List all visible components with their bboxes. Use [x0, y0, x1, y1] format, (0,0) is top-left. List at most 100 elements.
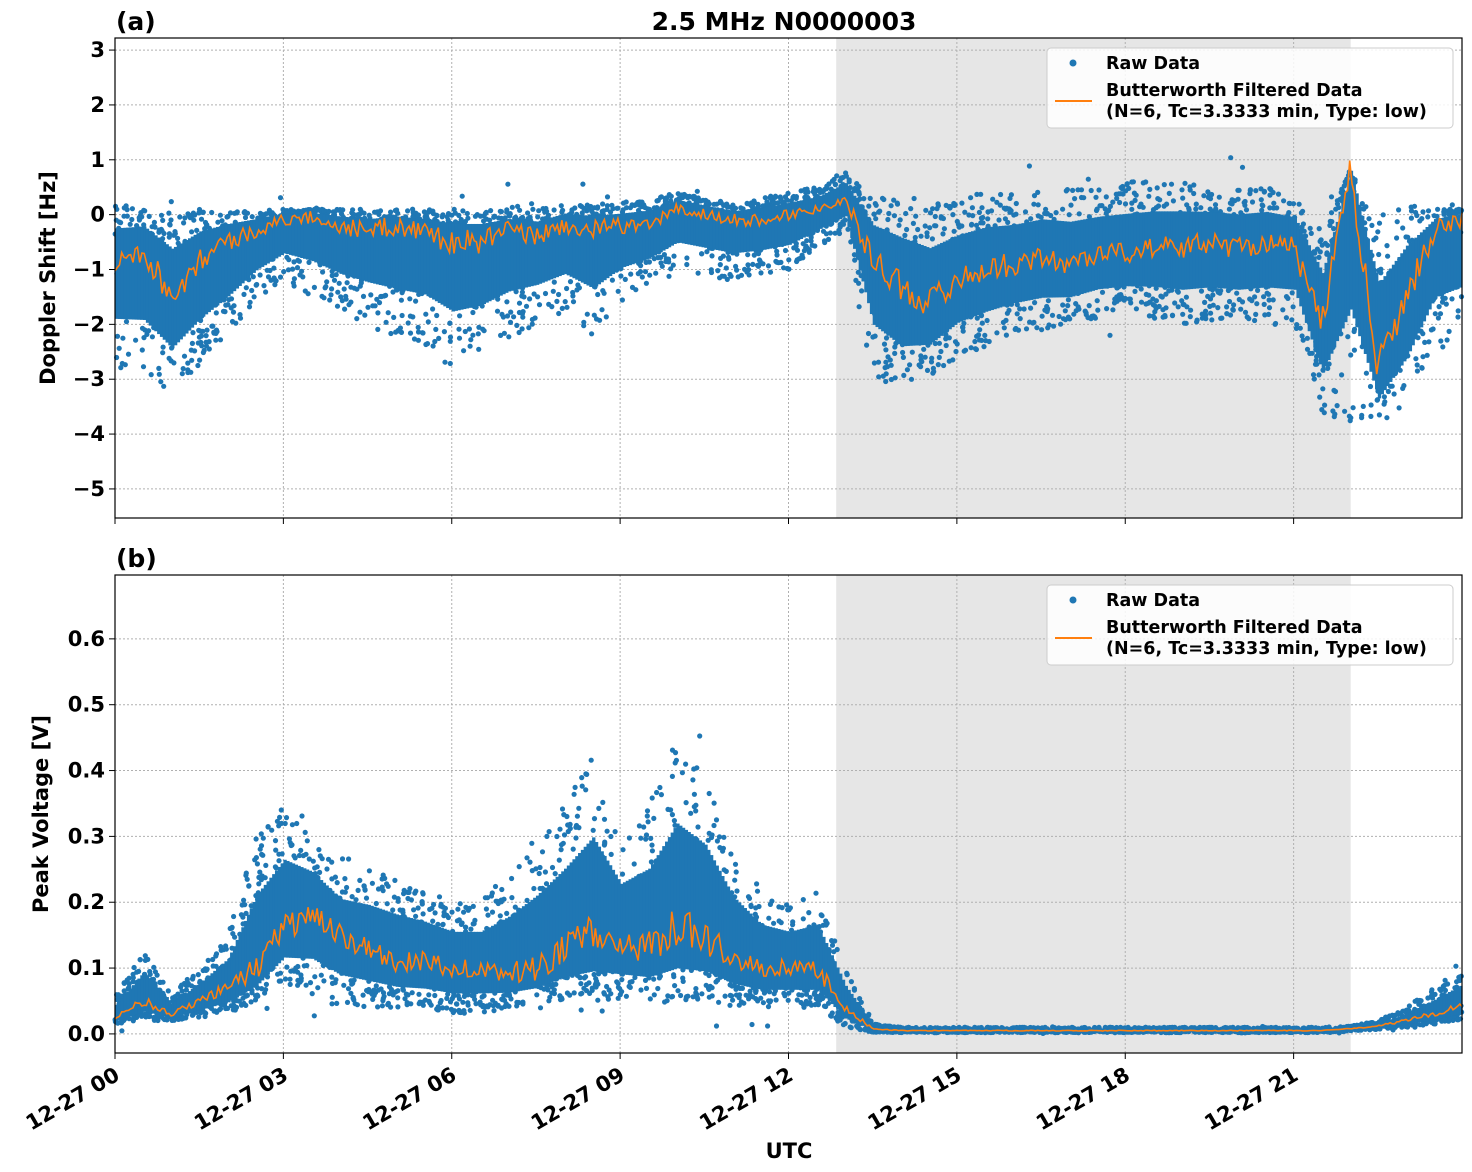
raw-point — [749, 1021, 755, 1028]
raw-point — [189, 229, 195, 235]
raw-point — [1138, 299, 1145, 305]
raw-point — [1209, 317, 1215, 323]
raw-point — [195, 362, 201, 369]
raw-point — [655, 255, 661, 261]
raw-point — [388, 330, 394, 337]
raw-point — [372, 209, 378, 215]
raw-point — [1034, 325, 1040, 331]
raw-point — [1004, 205, 1010, 211]
raw-point — [633, 202, 639, 208]
raw-point — [1318, 237, 1324, 243]
raw-point — [927, 210, 934, 216]
raw-point — [1182, 180, 1188, 186]
raw-point — [959, 200, 965, 206]
raw-point — [519, 311, 526, 317]
raw-point — [1293, 325, 1299, 331]
raw-point — [859, 288, 865, 294]
raw-point — [1104, 306, 1110, 312]
raw-point — [556, 310, 562, 317]
raw-point — [1297, 325, 1303, 331]
raw-point — [542, 209, 548, 215]
figure-title: 2.5 MHz N0000003 — [652, 7, 917, 36]
raw-point — [804, 186, 810, 192]
raw-point — [1216, 194, 1222, 200]
raw-point — [576, 805, 582, 811]
raw-point — [1094, 298, 1100, 304]
raw-point — [304, 962, 310, 969]
raw-point — [1439, 299, 1446, 305]
raw-point — [960, 328, 966, 334]
raw-point — [206, 346, 212, 352]
raw-point — [1368, 402, 1374, 408]
raw-point — [1193, 206, 1199, 212]
raw-point — [1119, 294, 1125, 300]
raw-point — [346, 856, 352, 862]
raw-point — [1181, 320, 1187, 326]
raw-point — [871, 360, 878, 366]
raw-point — [142, 327, 148, 333]
raw-point — [690, 193, 697, 199]
raw-point — [1261, 294, 1267, 300]
raw-point — [1414, 362, 1420, 368]
raw-point — [470, 309, 476, 316]
raw-point — [354, 316, 360, 322]
raw-point — [196, 334, 202, 340]
raw-point — [782, 247, 789, 254]
raw-point — [447, 338, 453, 344]
raw-point — [1187, 184, 1193, 190]
raw-point — [886, 210, 892, 217]
raw-point — [637, 269, 644, 275]
raw-point — [576, 285, 583, 291]
raw-point — [350, 207, 356, 213]
raw-point — [210, 323, 216, 329]
raw-point — [338, 294, 344, 300]
raw-point — [391, 314, 397, 320]
raw-point — [361, 210, 367, 216]
raw-point — [1270, 189, 1276, 196]
raw-point — [1428, 327, 1434, 333]
raw-point — [982, 332, 988, 338]
raw-point — [986, 338, 992, 345]
raw-point — [257, 272, 263, 278]
raw-point — [873, 202, 879, 208]
raw-point — [773, 258, 779, 264]
raw-point — [467, 343, 473, 349]
raw-point — [1188, 307, 1194, 313]
raw-point — [1449, 296, 1455, 302]
raw-point — [133, 337, 139, 343]
raw-point — [142, 953, 148, 959]
raw-point — [118, 220, 124, 226]
raw-point — [1446, 211, 1452, 217]
raw-point — [940, 231, 946, 237]
raw-point — [1042, 307, 1048, 313]
raw-point — [294, 265, 301, 271]
raw-point — [468, 337, 474, 343]
raw-point — [195, 972, 201, 978]
raw-point — [377, 208, 384, 214]
raw-point — [709, 993, 715, 999]
raw-point — [515, 203, 521, 209]
raw-point — [243, 870, 249, 876]
raw-point — [494, 308, 501, 314]
raw-point — [570, 293, 576, 299]
raw-point — [1243, 207, 1250, 213]
raw-point — [745, 262, 751, 268]
raw-point — [436, 335, 442, 341]
raw-point — [549, 304, 555, 310]
raw-point — [303, 982, 309, 988]
raw-point — [192, 212, 198, 218]
raw-point — [800, 897, 806, 903]
raw-point — [1013, 211, 1019, 217]
raw-point — [197, 357, 203, 363]
raw-point — [670, 262, 676, 268]
raw-point — [1004, 310, 1011, 316]
raw-point — [978, 191, 984, 197]
raw-point — [426, 207, 433, 213]
raw-point — [122, 362, 128, 368]
raw-point — [120, 335, 126, 341]
raw-point — [929, 236, 936, 242]
raw-point — [277, 195, 284, 201]
raw-point — [619, 297, 626, 303]
raw-point — [441, 329, 447, 335]
raw-point — [498, 332, 504, 338]
